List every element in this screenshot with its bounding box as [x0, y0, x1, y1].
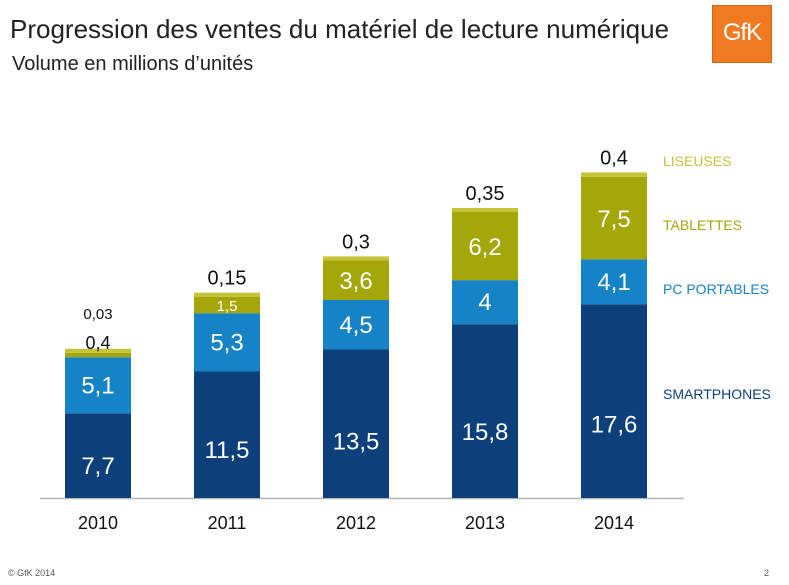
label-smartphones-2013: 15,8	[462, 419, 509, 446]
label-tablettes-2014: 7,5	[597, 206, 630, 233]
label-liseuses-2012: 0,3	[342, 231, 370, 253]
bar-smartphones-2011	[194, 371, 260, 498]
label-smartphones-2011: 11,5	[205, 437, 250, 464]
label-smartphones-2014: 17,6	[591, 411, 638, 438]
page-number: 2	[764, 568, 770, 578]
tick-label-2010: 2010	[78, 513, 118, 533]
label-liseuses-2013: 0,35	[466, 183, 505, 205]
tick-label-2011: 2011	[208, 513, 247, 533]
bar-tablettes-2012	[323, 260, 389, 300]
legend-tablettes: TABLETTES	[663, 217, 742, 233]
bar-smartphones-2013	[452, 324, 518, 498]
gfk-logo: GfK	[712, 5, 772, 63]
bar-liseuses-2013	[452, 208, 518, 212]
bar-pc-portables-2012	[323, 300, 389, 350]
bar-liseuses-2012	[323, 256, 389, 261]
label-liseuses-2011: 0,15	[208, 268, 247, 290]
bar-tablettes-2011	[194, 296, 260, 314]
bar-liseuses-2014	[581, 172, 647, 177]
label-tablettes-2010: 0,4	[85, 333, 110, 353]
label-tablettes-2011: 1,5	[217, 298, 238, 315]
legend-smartphones: SMARTPHONES	[663, 386, 771, 402]
bar-liseuses-2010	[65, 348, 131, 353]
label-pc-portables-2013: 4	[478, 289, 491, 316]
bar-pc-portables-2010	[65, 357, 131, 414]
bar-pc-portables-2013	[452, 280, 518, 325]
label-tablettes-2012: 3,6	[339, 268, 372, 295]
bar-smartphones-2014	[581, 304, 647, 498]
label-liseuses-2014: 0,4	[600, 147, 628, 169]
chart-title: Progression des ventes du matériel de le…	[10, 14, 670, 44]
label-smartphones-2010: 7,7	[81, 453, 114, 480]
bar-liseuses-2011	[194, 292, 260, 297]
bar-tablettes-2013	[452, 212, 518, 281]
chart-subtitle: Volume en millions d’unités	[12, 53, 254, 75]
label-tablettes-2013: 6,2	[468, 234, 501, 261]
footer-copyright: © GfK 2014	[8, 568, 56, 578]
label-pc-portables-2012: 4,5	[339, 312, 372, 339]
bar-pc-portables-2011	[194, 313, 260, 372]
label-smartphones-2012: 13,5	[333, 429, 380, 456]
label-liseuses-2010: 0,03	[83, 306, 112, 323]
label-pc-portables-2014: 4,1	[597, 269, 630, 296]
tick-label-2013: 2013	[465, 513, 505, 533]
legend-pc-portables: PC PORTABLES	[663, 281, 769, 297]
bar-tablettes-2014	[581, 176, 647, 260]
logo-text: GfK	[722, 19, 762, 46]
bar-pc-portables-2014	[581, 259, 647, 305]
label-pc-portables-2010: 5,1	[81, 372, 114, 399]
label-pc-portables-2011: 5,3	[210, 329, 243, 356]
tick-label-2012: 2012	[336, 513, 376, 533]
bar-smartphones-2012	[323, 349, 389, 498]
legend-liseuses: LISEUSES	[663, 153, 731, 169]
tick-label-2014: 2014	[594, 513, 634, 533]
bar-smartphones-2010	[65, 413, 131, 498]
bar-tablettes-2010	[65, 352, 131, 358]
